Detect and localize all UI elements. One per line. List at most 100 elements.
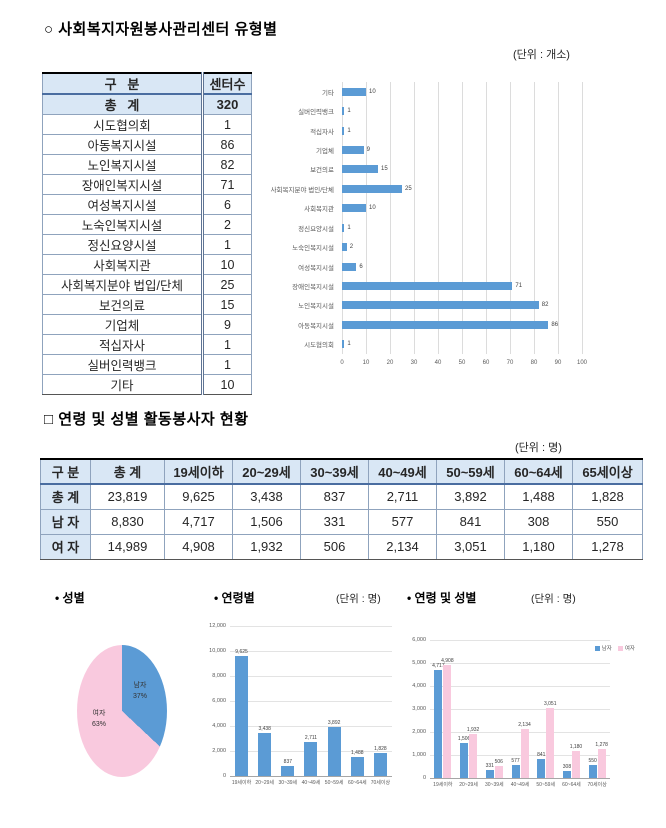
cell: 71 xyxy=(201,174,252,195)
bar-stack: 837 xyxy=(281,759,295,776)
bar-stack: 1,488 xyxy=(350,750,364,776)
bar xyxy=(460,743,469,778)
bar-value-label: 1,488 xyxy=(351,750,364,757)
x-tick-label: 80 xyxy=(530,360,538,366)
bar xyxy=(342,107,345,116)
cell: 25 xyxy=(201,274,252,295)
x-axis-label: 50~59세 xyxy=(324,780,344,786)
x-axis-label: 60~64세 xyxy=(347,780,367,786)
bar xyxy=(350,757,364,776)
legend-item: 여자 xyxy=(617,644,635,652)
bar-stack: 2,711 xyxy=(304,735,318,776)
cell: 837 xyxy=(300,483,369,510)
section1-title: ○ 사회복지자원봉사관리센터 유형별 xyxy=(44,21,278,38)
bar xyxy=(342,165,378,174)
category-label: 기타 xyxy=(322,89,334,97)
x-tick-label: 10 xyxy=(362,360,370,366)
cell: 노인복지시설 xyxy=(42,154,203,175)
table-body: 총 계 320 시도협의회 1 아동복지시설 86 노인복지시설 82 장애인복지시설 71 여성복… xyxy=(42,93,252,395)
y-tick-label: 5,000 xyxy=(412,660,426,666)
table-row: 아동복지시설 86 xyxy=(42,134,252,155)
y-tick-label: 8,000 xyxy=(212,673,226,679)
cell: 506 xyxy=(300,533,369,560)
cell: 23,819 xyxy=(90,483,165,510)
cell: 4,717 xyxy=(164,508,233,535)
bar-row: 10 xyxy=(342,199,583,218)
bar-stack: 1,506 xyxy=(458,736,470,778)
bar-row: 1 xyxy=(342,121,583,140)
cell: 9 xyxy=(201,314,252,335)
age-gender-chart-title: • 연령 및 성별 xyxy=(407,591,477,605)
bar xyxy=(597,748,606,778)
bar-value-label: 1,278 xyxy=(595,741,608,748)
center-type-bar-chart: 기타 실버인력뱅크 적십자사 기업체 보건의료 사회복지분야 법인/단체 사회복지관 정신요양… xyxy=(270,60,664,376)
bar-value-label: 4,908 xyxy=(441,658,454,665)
cell: 3,051 xyxy=(436,533,505,560)
header-cell: 19세이하 xyxy=(164,458,233,485)
section1-unit-label: (단위 : 개소) xyxy=(513,49,570,61)
table-row: 기업체 9 xyxy=(42,314,252,335)
legend-item: 남자 xyxy=(594,644,612,652)
bar-value-label: 1 xyxy=(347,341,351,348)
cell: 3,438 xyxy=(232,483,301,510)
x-axis-label: 20~29세 xyxy=(255,780,275,786)
bar xyxy=(342,320,549,329)
bar-value-label: 2 xyxy=(349,244,354,251)
cell: 9,625 xyxy=(164,483,233,510)
cell: 정신요양시설 xyxy=(42,234,203,255)
bar-stack: 550 xyxy=(588,758,597,778)
bar-stack: 4,717 xyxy=(432,663,445,778)
x-axis-label: 70세이상 xyxy=(587,782,607,788)
header-cell: 50~59세 xyxy=(436,458,505,485)
category-label: 정신요양시설 xyxy=(298,225,334,233)
bar-group: 837 xyxy=(276,759,299,776)
bar-group: 841 3,051 xyxy=(533,701,559,778)
cell: 남 자 xyxy=(40,508,91,535)
bar xyxy=(304,742,318,776)
bar-group: 331 506 xyxy=(481,759,507,778)
cell: 550 xyxy=(572,508,643,535)
bar xyxy=(342,223,345,232)
bar-stack: 3,051 xyxy=(544,701,556,778)
bar xyxy=(342,243,347,252)
header-cell: 구 분 xyxy=(42,72,203,95)
cell: 사회복지관 xyxy=(42,254,203,275)
bar xyxy=(562,770,571,778)
bar xyxy=(342,262,357,271)
bar-value-label: 82 xyxy=(541,302,549,309)
bar-group: 3,438 xyxy=(253,726,276,776)
table-row: 사회복지관 10 xyxy=(42,254,252,275)
bar-stack: 4,908 xyxy=(441,658,454,778)
category-label: 사회복지분야 법인/단체 xyxy=(270,186,334,194)
y-tick-label: 0 xyxy=(422,775,426,781)
bar-value-label: 841 xyxy=(537,751,546,758)
bar xyxy=(342,126,345,135)
bar xyxy=(342,281,513,290)
bar-value-label: 9,625 xyxy=(235,648,248,655)
cell: 총 계 xyxy=(40,483,91,510)
x-tick-label: 60 xyxy=(482,360,490,366)
bar xyxy=(588,765,597,778)
bar-value-label: 9 xyxy=(366,146,370,153)
bar-value-label: 577 xyxy=(511,757,520,764)
bar xyxy=(373,753,387,776)
x-axis-label: 50~59세 xyxy=(536,782,556,788)
header-cell: 60~64세 xyxy=(504,458,573,485)
cell: 1,180 xyxy=(504,533,573,560)
bar xyxy=(342,340,345,349)
bar-stack: 331 xyxy=(486,763,494,778)
pie-slice-label: 남자 37% xyxy=(125,680,155,702)
x-tick-label: 30 xyxy=(410,360,418,366)
x-tick-label: 90 xyxy=(554,360,562,366)
bar-stack: 1,828 xyxy=(373,746,387,776)
cell: 577 xyxy=(368,508,437,535)
center-type-table: 구 분 센터수 총 계 320 시도협의회 1 아동복지시설 86 노인복지시설 82 장애인복지시… xyxy=(42,72,252,395)
header-cell: 65세이상 xyxy=(572,458,643,485)
bar-category-labels: 기타 실버인력뱅크 적십자사 기업체 보건의료 사회복지분야 법인/단체 사회복지관 정신요양… xyxy=(270,82,338,354)
cell: 6 xyxy=(201,194,252,215)
slice-percent: 37% xyxy=(132,693,147,701)
bar xyxy=(281,765,295,776)
